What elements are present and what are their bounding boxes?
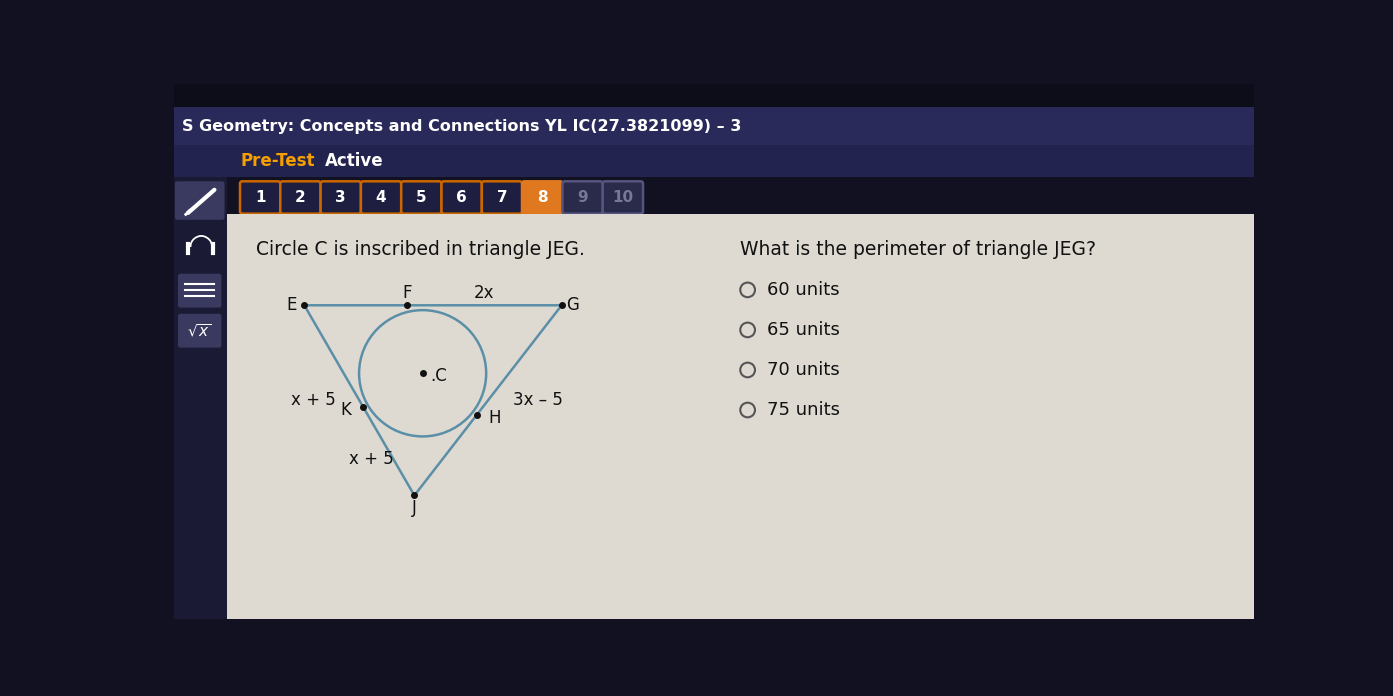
Bar (174, 84, 1254, 106)
FancyBboxPatch shape (401, 182, 442, 214)
FancyBboxPatch shape (240, 182, 280, 214)
FancyBboxPatch shape (178, 314, 221, 347)
Text: x + 5: x + 5 (350, 450, 394, 468)
FancyBboxPatch shape (603, 182, 644, 214)
Text: 1: 1 (255, 190, 266, 205)
Text: 4: 4 (376, 190, 386, 205)
FancyBboxPatch shape (176, 182, 224, 220)
Text: E: E (287, 296, 297, 315)
Text: 3x – 5: 3x – 5 (513, 391, 563, 409)
Text: What is the perimeter of triangle JEG?: What is the perimeter of triangle JEG? (740, 239, 1096, 259)
Text: F: F (403, 284, 412, 302)
Text: 7: 7 (497, 190, 507, 205)
Text: 5: 5 (417, 190, 426, 205)
FancyBboxPatch shape (482, 182, 522, 214)
Text: 70 units: 70 units (768, 361, 840, 379)
Text: Pre-Test: Pre-Test (240, 152, 315, 171)
Text: S Geometry: Concepts and Connections YL IC(27.3821099) – 3: S Geometry: Concepts and Connections YL … (182, 119, 741, 134)
Text: .C: .C (430, 367, 447, 386)
FancyBboxPatch shape (280, 182, 320, 214)
Bar (174, 145, 1254, 177)
Text: 75 units: 75 units (768, 401, 840, 419)
Text: K: K (341, 402, 351, 419)
FancyBboxPatch shape (178, 274, 221, 308)
Text: 10: 10 (613, 190, 634, 205)
Text: 9: 9 (577, 190, 588, 205)
Text: 2x: 2x (474, 284, 495, 302)
FancyBboxPatch shape (522, 182, 563, 214)
Text: 3: 3 (336, 190, 345, 205)
Text: 8: 8 (536, 190, 547, 205)
FancyBboxPatch shape (442, 182, 482, 214)
Text: ◠: ◠ (187, 232, 213, 261)
Bar (227, 214, 1254, 619)
Text: 6: 6 (457, 190, 467, 205)
FancyBboxPatch shape (563, 182, 603, 214)
Bar (174, 177, 227, 619)
Text: H: H (489, 409, 501, 427)
FancyBboxPatch shape (320, 182, 361, 214)
Text: G: G (566, 296, 579, 315)
Bar (174, 106, 1254, 145)
Text: x + 5: x + 5 (291, 391, 336, 409)
Text: 2: 2 (295, 190, 306, 205)
Text: J: J (412, 499, 417, 517)
Text: 60 units: 60 units (768, 281, 840, 299)
Text: Circle C is inscribed in triangle JEG.: Circle C is inscribed in triangle JEG. (255, 239, 585, 259)
Text: Active: Active (325, 152, 384, 171)
Text: $\sqrt{x}$: $\sqrt{x}$ (188, 322, 212, 339)
Text: 65 units: 65 units (768, 321, 840, 339)
FancyBboxPatch shape (361, 182, 401, 214)
